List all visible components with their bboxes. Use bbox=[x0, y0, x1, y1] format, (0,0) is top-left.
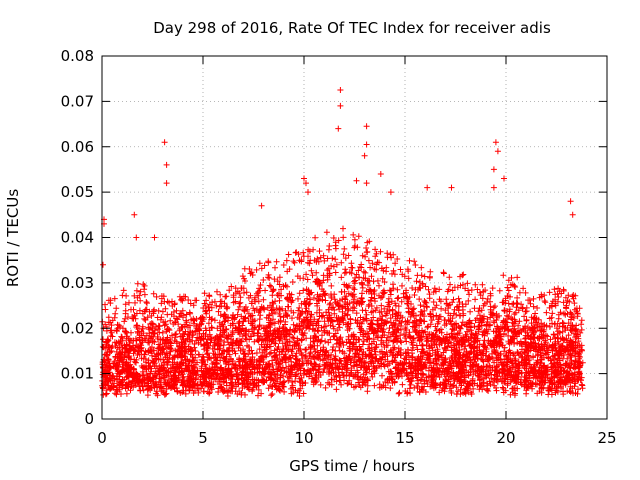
y-axis-label: ROTI / TECUs bbox=[4, 189, 22, 287]
chart-title: Day 298 of 2016, Rate Of TEC Index for r… bbox=[153, 19, 551, 37]
x-tick-label: 25 bbox=[597, 429, 616, 447]
x-axis-label: GPS time / hours bbox=[289, 457, 415, 475]
x-tick-label: 0 bbox=[97, 429, 107, 447]
y-tick-label: 0.05 bbox=[61, 183, 94, 201]
y-tick-label: 0.02 bbox=[61, 319, 94, 337]
x-tick-label: 20 bbox=[496, 429, 515, 447]
y-tick-label: 0.08 bbox=[61, 47, 94, 65]
data-points bbox=[99, 87, 586, 399]
axis-ticks: 0 0.01 0.02 0.03 0.04 0.05 0.06 0.07 0.08 0 5 10 15 2… bbox=[61, 47, 617, 447]
y-tick-label: 0 bbox=[84, 410, 94, 428]
x-tick-label: 15 bbox=[395, 429, 414, 447]
x-tick-label: 5 bbox=[198, 429, 208, 447]
roti-points bbox=[99, 87, 586, 399]
x-tick-label: 10 bbox=[294, 429, 313, 447]
y-tick-label: 0.07 bbox=[61, 92, 94, 110]
grid-lines bbox=[102, 56, 607, 419]
y-tick-label: 0.04 bbox=[61, 229, 94, 247]
y-tick-label: 0.06 bbox=[61, 138, 94, 156]
y-tick-label: 0.01 bbox=[61, 365, 94, 383]
y-tick-label: 0.03 bbox=[61, 274, 94, 292]
